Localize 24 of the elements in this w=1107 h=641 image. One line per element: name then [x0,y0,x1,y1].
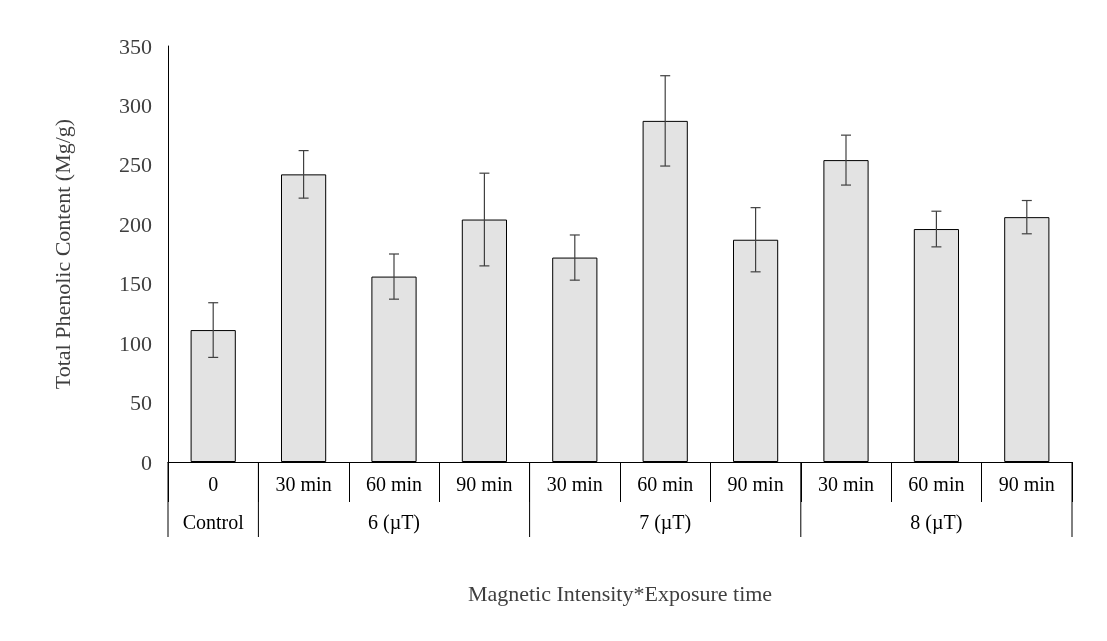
x-tick-label: 60 min [908,473,965,495]
x-axis-title: Magnetic Intensity*Exposure time [467,580,773,606]
x-tick-label: 30 min [817,473,875,495]
y-tick-label: 100 [119,330,152,356]
y-tick-label: 300 [119,92,152,118]
x-tick-label: 30 min [546,473,603,495]
y-axis-title: Total Phenolic Content (Mg/g) [49,118,75,390]
text: Control [182,511,245,533]
x-tick-label: 90 min [998,473,1055,495]
y-tick-label: 200 [119,211,152,237]
y-tick-label: 50 [130,390,152,416]
x-tick-label: 90 min [456,473,513,495]
text: 8 (µT) [910,511,963,534]
x-tick-label: 60 min [637,473,694,495]
y-tick-label: 350 [119,33,152,59]
text: 6 (µT) [367,511,421,534]
x-tick-label: 60 min [365,473,423,495]
y-tick-label: 0 [141,449,152,475]
y-tick-label: 150 [119,271,152,297]
x-tick-label: 0 [208,473,219,495]
text: 7 (µT) [639,511,692,534]
y-tick-label: 250 [119,152,152,178]
x-tick-label: 30 min [275,473,332,495]
x-tick-label: 90 min [727,473,784,495]
